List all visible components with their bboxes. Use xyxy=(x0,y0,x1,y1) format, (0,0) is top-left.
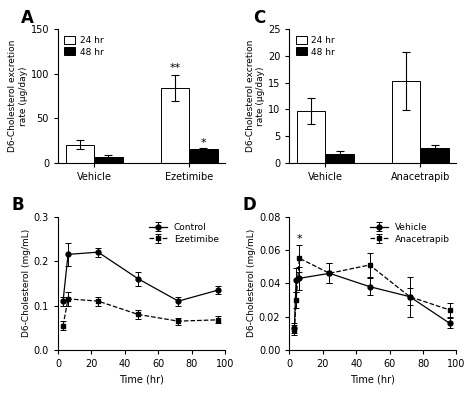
Text: B: B xyxy=(11,196,24,214)
Y-axis label: D6-Cholesterol excretion
rate (μg/day): D6-Cholesterol excretion rate (μg/day) xyxy=(246,40,265,152)
Bar xyxy=(161,88,189,163)
Bar xyxy=(189,149,218,163)
Y-axis label: D6-Cholesterol excretion
rate (μg/day): D6-Cholesterol excretion rate (μg/day) xyxy=(9,40,28,152)
Legend: 24 hr, 48 hr: 24 hr, 48 hr xyxy=(294,34,337,58)
Text: *: * xyxy=(201,138,206,148)
Bar xyxy=(94,156,123,163)
X-axis label: Time (hr): Time (hr) xyxy=(350,375,395,385)
Legend: Vehicle, Anacetrapib: Vehicle, Anacetrapib xyxy=(368,221,452,245)
Bar xyxy=(65,145,94,163)
Legend: 24 hr, 48 hr: 24 hr, 48 hr xyxy=(63,34,105,58)
Text: C: C xyxy=(253,9,265,27)
Legend: Control, Ezetimibe: Control, Ezetimibe xyxy=(147,221,220,245)
Y-axis label: D6-Cholesterol (mg/mL): D6-Cholesterol (mg/mL) xyxy=(247,229,256,338)
Bar xyxy=(297,111,326,163)
Text: A: A xyxy=(21,9,34,27)
Bar xyxy=(326,154,354,163)
Text: *: * xyxy=(297,233,302,244)
Bar xyxy=(420,148,449,163)
Text: D: D xyxy=(243,196,256,214)
Text: **: ** xyxy=(169,63,181,73)
Y-axis label: D6-Cholesterol (mg/mL): D6-Cholesterol (mg/mL) xyxy=(22,229,31,338)
Bar xyxy=(392,81,420,163)
X-axis label: Time (hr): Time (hr) xyxy=(119,375,164,385)
